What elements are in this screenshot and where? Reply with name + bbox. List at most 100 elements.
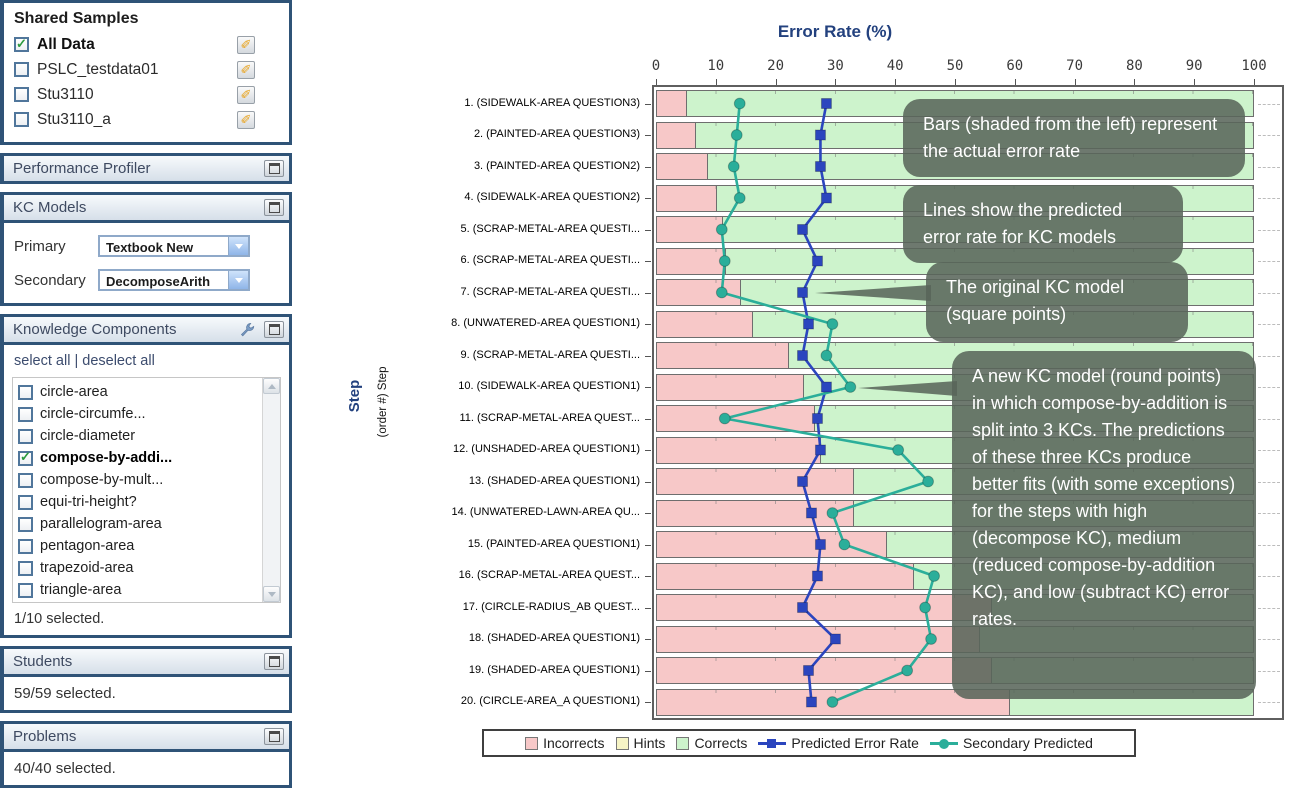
incorrects-segment <box>657 469 855 494</box>
x-tick-mark <box>1194 79 1196 85</box>
incorrects-segment <box>657 563 915 589</box>
checkbox[interactable] <box>18 582 33 598</box>
step-label: 9. (SCRAP-METAL-AREA QUESTI... <box>460 348 641 361</box>
pencil-icon: ✐ <box>240 87 252 102</box>
knowledge-components-panel: Knowledge Components select all | desele… <box>0 314 292 638</box>
deselect-all-link[interactable]: deselect all <box>82 353 155 369</box>
checkbox[interactable] <box>18 428 33 444</box>
problems-selected-count: 40/40 selected. <box>14 760 116 777</box>
checkbox[interactable] <box>18 516 33 532</box>
incorrects-segment <box>657 217 723 242</box>
students-title: Students <box>13 653 73 670</box>
y-tick-mark <box>645 198 651 199</box>
circle-marker <box>928 570 940 582</box>
x-tick-mark <box>775 79 777 85</box>
kc-list-scrollbar[interactable] <box>262 378 280 602</box>
kc-label: trapezoid-area <box>40 560 134 576</box>
x-tick-mark <box>715 79 717 85</box>
checkbox[interactable] <box>18 450 33 466</box>
square-marker <box>814 444 826 456</box>
x-tick-label: 60 <box>1006 58 1024 74</box>
y-tick-mark <box>645 166 651 168</box>
legend-swatch <box>615 736 629 750</box>
kc-models-minimize-button[interactable] <box>264 199 284 216</box>
scroll-down-button[interactable] <box>263 586 280 602</box>
knowledge-components-minimize-button[interactable] <box>264 321 284 338</box>
y-tick-mark <box>645 292 651 294</box>
row-gridline <box>1258 229 1280 231</box>
edit-sample-button[interactable]: ✐ <box>237 85 255 104</box>
links-separator: | <box>74 353 79 369</box>
row-gridline <box>1258 481 1280 483</box>
students-minimize-button[interactable] <box>264 653 284 670</box>
row-gridline <box>1258 544 1280 546</box>
kc-label: compose-by-mult... <box>40 472 164 488</box>
row-gridline <box>1258 103 1280 105</box>
scroll-up-button[interactable] <box>263 378 280 394</box>
square-marker <box>814 129 826 141</box>
square-marker <box>797 350 809 361</box>
chevron-down-icon <box>228 271 248 289</box>
edit-sample-button[interactable]: ✐ <box>237 60 255 79</box>
incorrects-segment <box>657 343 789 368</box>
checkbox[interactable] <box>18 538 33 554</box>
shared-samples-list: All Data✐PSLC_testdata01✐Stu3110✐Stu3110… <box>14 32 281 132</box>
checkbox[interactable] <box>18 406 33 422</box>
y-tick-mark <box>645 544 651 546</box>
checkbox[interactable] <box>18 472 33 488</box>
pencil-icon: ✐ <box>240 112 252 127</box>
x-tick-label: 10 <box>707 58 725 74</box>
x-tick-mark <box>955 79 956 85</box>
x-tick-mark <box>1014 79 1016 85</box>
secondary-kc-model-select[interactable]: DecomposeArith <box>98 269 250 291</box>
square-marker <box>802 665 814 676</box>
checkbox[interactable] <box>14 37 29 52</box>
row-gridline <box>1258 418 1280 420</box>
select-all-link[interactable]: select all <box>14 353 71 369</box>
square-marker <box>814 161 826 172</box>
row-gridline <box>1258 198 1280 199</box>
sample-label: Stu3110_a <box>37 110 111 128</box>
circle-marker <box>715 223 728 236</box>
x-tick-mark <box>895 79 897 85</box>
incorrects-segment <box>657 374 804 400</box>
step-label: 7. (SCRAP-METAL-AREA QUESTI... <box>460 285 641 298</box>
kc-settings-button[interactable] <box>239 321 256 338</box>
kc-row: triangle-area <box>18 579 262 601</box>
legend-item: Predicted Error Rate <box>758 735 919 751</box>
checkbox[interactable] <box>14 87 29 102</box>
callout-bars: Bars (shaded from the left) represent th… <box>903 99 1245 177</box>
square-marker <box>797 476 809 487</box>
arrow-up-icon <box>267 383 276 389</box>
checkbox[interactable] <box>18 494 33 510</box>
checkbox[interactable] <box>18 560 33 576</box>
primary-kc-model-select[interactable]: Textbook New <box>98 235 250 257</box>
checkbox[interactable] <box>14 62 29 77</box>
y-tick-mark <box>645 481 651 483</box>
edit-sample-button[interactable]: ✐ <box>237 110 255 129</box>
x-tick-label: 80 <box>1125 58 1143 74</box>
arrow-down-icon <box>267 591 276 597</box>
square-marker <box>802 318 814 330</box>
circle-marker <box>727 160 740 173</box>
problems-minimize-button[interactable] <box>264 728 284 745</box>
checkbox[interactable] <box>18 384 33 400</box>
sample-row: Stu3110_a ✐ <box>14 107 281 132</box>
window-icon <box>268 202 280 213</box>
square-marker <box>797 287 809 298</box>
y-tick-mark <box>645 324 651 325</box>
checkbox[interactable] <box>14 112 29 127</box>
x-tick-label: 40 <box>886 58 904 74</box>
x-tick-label: 100 <box>1241 58 1267 74</box>
square-marker <box>797 224 809 235</box>
kc-label: circle-area <box>40 384 108 400</box>
step-label: 8. (UNWATERED-AREA QUESTION1) <box>451 317 640 329</box>
students-selected-count: 59/59 selected. <box>14 685 116 702</box>
wrench-icon <box>240 322 255 337</box>
y-tick-mark <box>645 639 651 640</box>
performance-profiler-minimize-button[interactable] <box>264 160 284 177</box>
kc-row: circle-circumfe... <box>18 403 262 425</box>
edit-sample-button[interactable]: ✐ <box>237 35 255 54</box>
problems-title: Problems <box>13 728 77 745</box>
incorrects-segment <box>657 311 753 337</box>
